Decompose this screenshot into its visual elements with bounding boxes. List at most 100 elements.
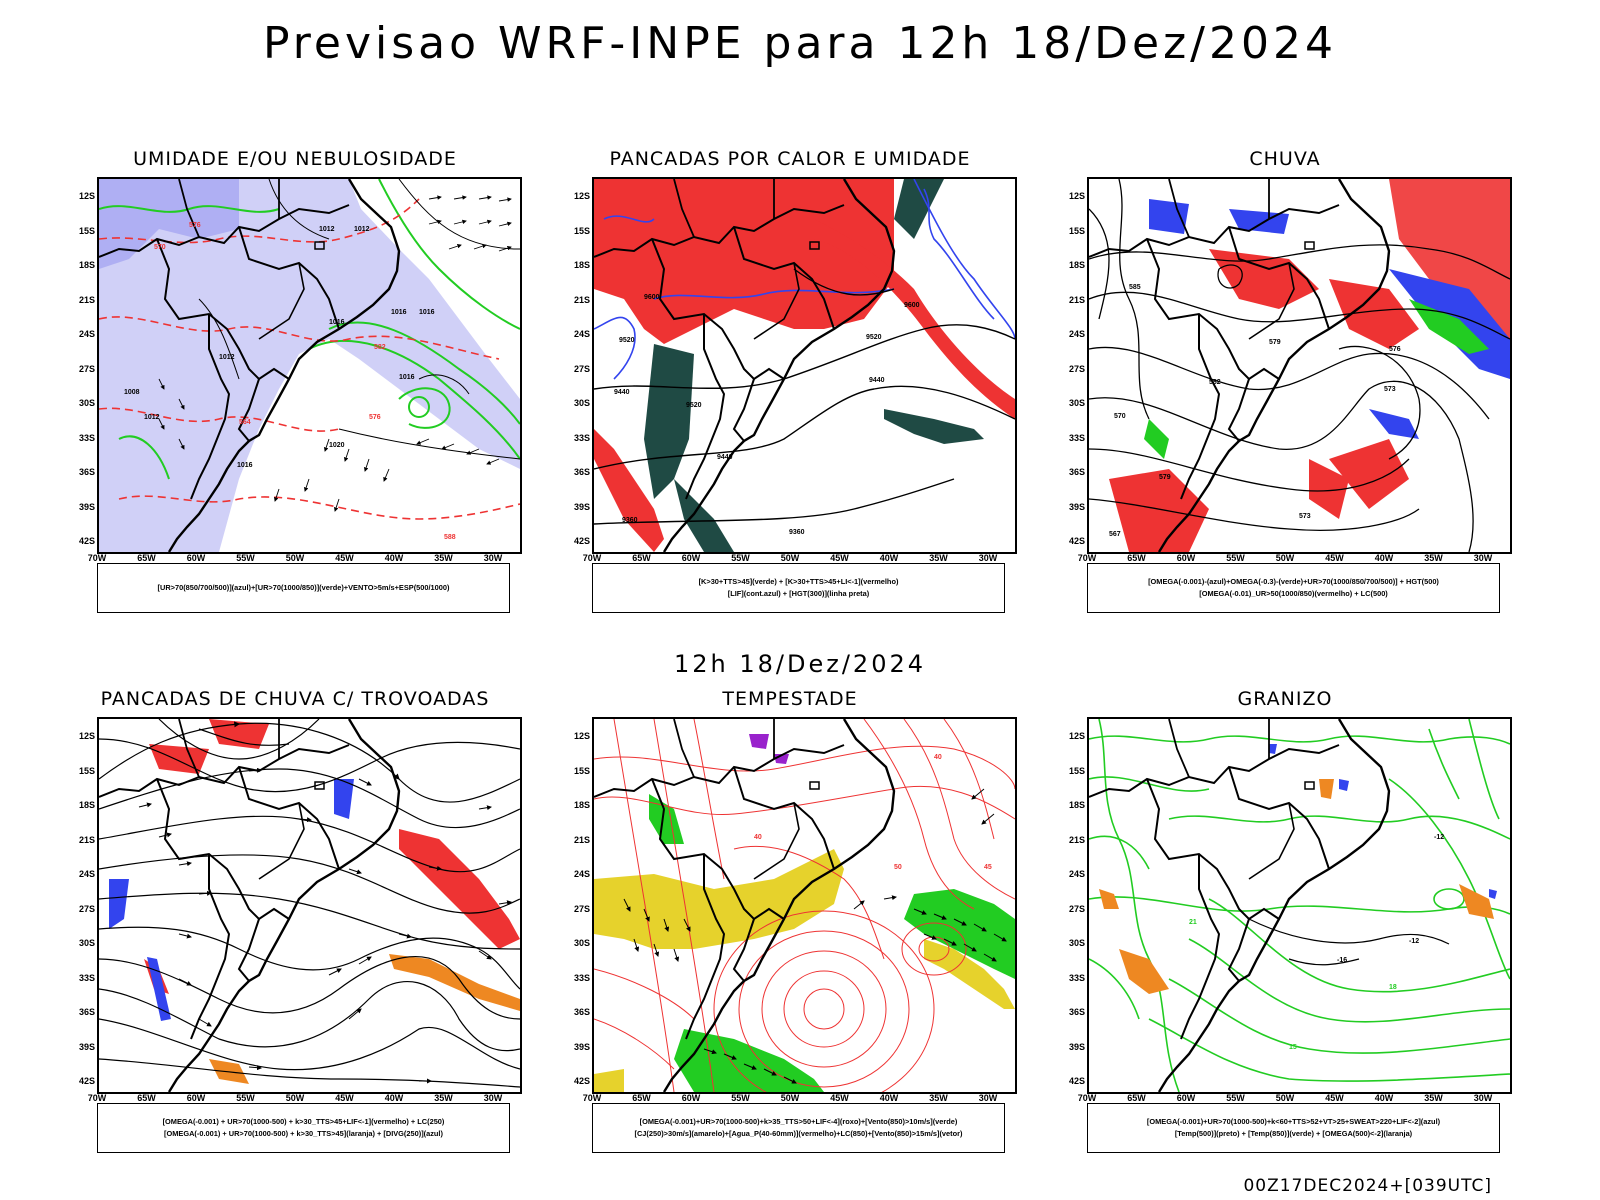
lon-tick-label: 50W [780, 553, 800, 563]
lat-tick-label: 27S [78, 363, 95, 374]
map-trovoadas [97, 717, 522, 1094]
contour-label: -12 [1409, 938, 1419, 945]
lat-tick-label: 39S [78, 1041, 95, 1052]
heat-shade [594, 429, 664, 552]
legend-line: [CJ(250)>30m/s](amarelo)+[Agua_P(40-60mm… [634, 1129, 963, 1138]
lon-tick-label: 60W [681, 1093, 701, 1103]
lon-tick-label: 55W [1226, 1093, 1245, 1103]
moist-shade [644, 344, 694, 499]
lon-tick-label: 30W [483, 1093, 503, 1103]
lon-tick-label: 55W [731, 1093, 750, 1103]
lon-tick-label: 30W [483, 553, 503, 563]
contour-label: 567 [1109, 531, 1121, 538]
lat-tick-label: 33S [78, 972, 95, 983]
lat-tick-label: 39S [1068, 501, 1085, 512]
lon-tick-label: 45W [335, 553, 354, 563]
contour-label: -16 [1337, 957, 1347, 964]
panel-trovoadas: PANCADAS DE CHUVA C/ TROVOADAS [55, 688, 535, 1168]
lat-tick-label: 21S [1068, 834, 1085, 845]
lon-tick-label: 70W [87, 1093, 107, 1103]
lon-tick-label: 45W [830, 553, 849, 563]
lat-tick-label: 39S [573, 1041, 590, 1052]
lon-tick-label: 50W [285, 1093, 305, 1103]
lon-tick-label: 45W [1325, 1093, 1344, 1103]
lat-tick-label: 18S [1068, 260, 1085, 270]
lon-tick-label: 65W [137, 1093, 156, 1103]
legend-line: [OMEGA(-0.01)_UR>50(1000/850)(vermelho) … [1199, 589, 1388, 598]
lon-tick-label: 50W [780, 1093, 800, 1103]
legend-line: [OMEGA(-0.001)-(azul)+OMEGA(-0.3)-(verde… [1148, 577, 1439, 586]
lon-tick-label: 65W [1127, 553, 1146, 563]
lat-tick-label: 24S [573, 869, 590, 879]
lat-tick-label: 36S [1068, 1007, 1085, 1017]
lat-tick-label: 36S [573, 1007, 590, 1017]
lat-tick-label: 39S [1068, 1041, 1085, 1052]
lon-tick-label: 40W [879, 1093, 899, 1103]
panel-chuva: CHUVA [1045, 148, 1525, 628]
contour-label: 1016 [329, 319, 345, 326]
lon-tick-label: 40W [1374, 1093, 1394, 1103]
lat-tick-label: 27S [1068, 363, 1085, 374]
lat-tick-label: 33S [78, 432, 95, 443]
lon-tick-label: 50W [285, 553, 305, 563]
moist-shade [894, 179, 944, 239]
humidity-shade [99, 179, 520, 552]
lat-tick-label: 21S [573, 294, 590, 305]
contour-label: 9440 [614, 389, 630, 396]
legend-line: [UR>70(850/700/500)](azul)+[UR>70(1000/8… [157, 583, 450, 592]
lon-tick-label: 45W [1325, 553, 1344, 563]
contour-label: 40 [934, 754, 942, 761]
contour-label: 9520 [619, 337, 635, 344]
lon-tick-label: 65W [632, 1093, 651, 1103]
lat-tick-label: 15S [1068, 225, 1085, 236]
lat-tick-label: 27S [573, 363, 590, 374]
contour-label: 1012 [219, 354, 235, 361]
lon-tick-label: 60W [681, 553, 701, 563]
legend-line: [OMEGA(-0.001)+UR>70(1000-500)+k>35_TTS>… [639, 1117, 958, 1126]
lat-tick-label: 42S [1068, 536, 1085, 546]
jet-shade [924, 939, 1015, 1009]
lat-tick-label: 12S [573, 731, 590, 741]
legend-line: [LIF](cont.azul) + [HGT(300)](linha pret… [727, 589, 870, 598]
contour-label: 573 [1299, 513, 1311, 520]
panel-legend: [OMEGA(-0.001)+UR>70(1000-500)+k<60+TTS>… [1087, 1103, 1500, 1153]
lat-tick-label: 33S [1068, 432, 1085, 443]
lon-tick-label: 40W [1374, 553, 1394, 563]
lat-tick-label: 36S [78, 1007, 95, 1017]
lon-tick-label: 55W [731, 553, 750, 563]
lon-tick-label: 35W [1424, 1093, 1443, 1103]
lat-tick-label: 42S [1068, 1076, 1085, 1086]
lat-tick-label: 21S [1068, 294, 1085, 305]
lat-tick-label: 21S [78, 834, 95, 845]
panel-granizo: GRANIZO [1045, 688, 1525, 1168]
lon-tick-label: 55W [1226, 553, 1245, 563]
lon-tick-label: 30W [978, 553, 998, 563]
lat-tick-label: 18S [573, 800, 590, 810]
lon-tick-label: 40W [384, 1093, 404, 1103]
contour-label: 582 [1209, 379, 1221, 386]
lat-tick-label: 18S [78, 800, 95, 810]
lat-tick-label: 24S [573, 329, 590, 339]
contour-label: 40 [754, 834, 762, 841]
lat-tick-label: 39S [78, 501, 95, 512]
panel-title: UMIDADE E/OU NEBULOSIDADE [133, 148, 457, 170]
omega-strong-shade [1144, 299, 1489, 459]
lat-tick-label: 33S [573, 432, 590, 443]
lon-tick-label: 45W [335, 1093, 354, 1103]
contour-label: 1012 [144, 414, 160, 421]
contour-label: 15 [1289, 1044, 1297, 1051]
lat-tick-label: 33S [1068, 972, 1085, 983]
lat-tick-label: 42S [78, 536, 95, 546]
lat-tick-label: 18S [573, 260, 590, 270]
lat-tick-label: 21S [573, 834, 590, 845]
legend-line: [OMEGA(-0.001) + UR>70(1000-500) + k>30_… [162, 1117, 445, 1126]
lon-tick-label: 35W [434, 553, 453, 563]
contour-label: 1016 [391, 309, 407, 316]
lat-tick-label: 12S [573, 191, 590, 201]
lat-tick-label: 36S [1068, 467, 1085, 477]
omega-shade [1099, 779, 1494, 994]
lat-tick-label: 12S [78, 191, 95, 201]
contour-label: 1016 [399, 374, 415, 381]
panel-legend: [OMEGA(-0.001)+UR>70(1000-500)+k>35_TTS>… [592, 1103, 1005, 1153]
lat-tick-label: 27S [573, 903, 590, 914]
